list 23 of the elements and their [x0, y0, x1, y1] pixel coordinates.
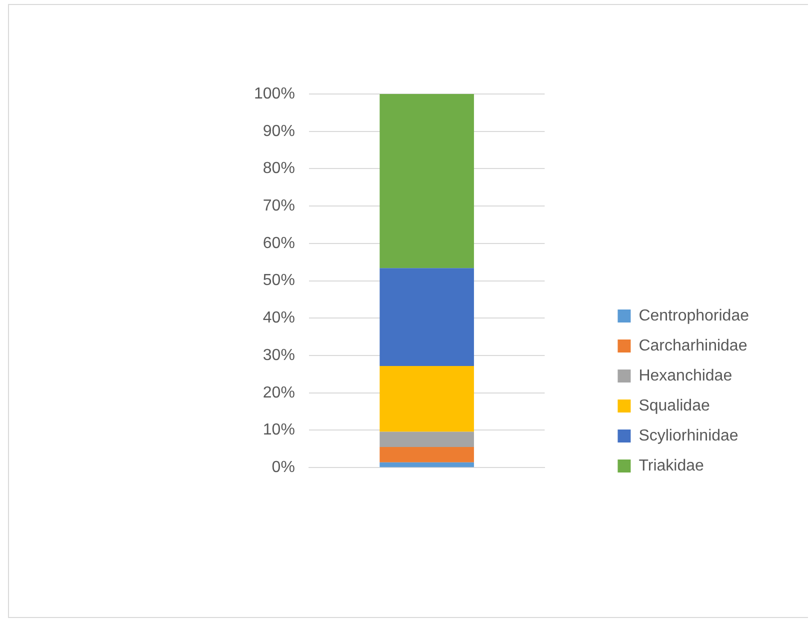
y-tick-label: 20% [262, 384, 295, 402]
y-tick-label: 60% [262, 234, 295, 252]
bar [380, 432, 474, 448]
y-tick-label: 40% [262, 310, 295, 327]
bar [380, 94, 474, 268]
y-tick-label: 100% [254, 85, 295, 102]
legend-label: Hexanchidae [638, 367, 732, 384]
bar [380, 447, 474, 462]
y-tick-label: 70% [262, 197, 295, 214]
y-tick-label: 30% [262, 346, 295, 364]
bar [380, 462, 474, 468]
legend-label: Triakidae [638, 457, 704, 474]
y-tick-label: 10% [262, 422, 295, 439]
y-tick-label: 50% [262, 272, 295, 290]
bar [380, 268, 474, 366]
bar [380, 366, 474, 432]
legend-label: Carcharhinidae [638, 337, 748, 354]
legend-label: Scyliorhinidae [638, 427, 738, 444]
y-tick-label: 90% [262, 122, 295, 140]
legend-label: Centrophoridae [638, 307, 750, 324]
y-tick-label: 0% [272, 459, 295, 476]
y-tick-label: 80% [262, 160, 295, 178]
legend-label: Squalidae [638, 397, 710, 414]
